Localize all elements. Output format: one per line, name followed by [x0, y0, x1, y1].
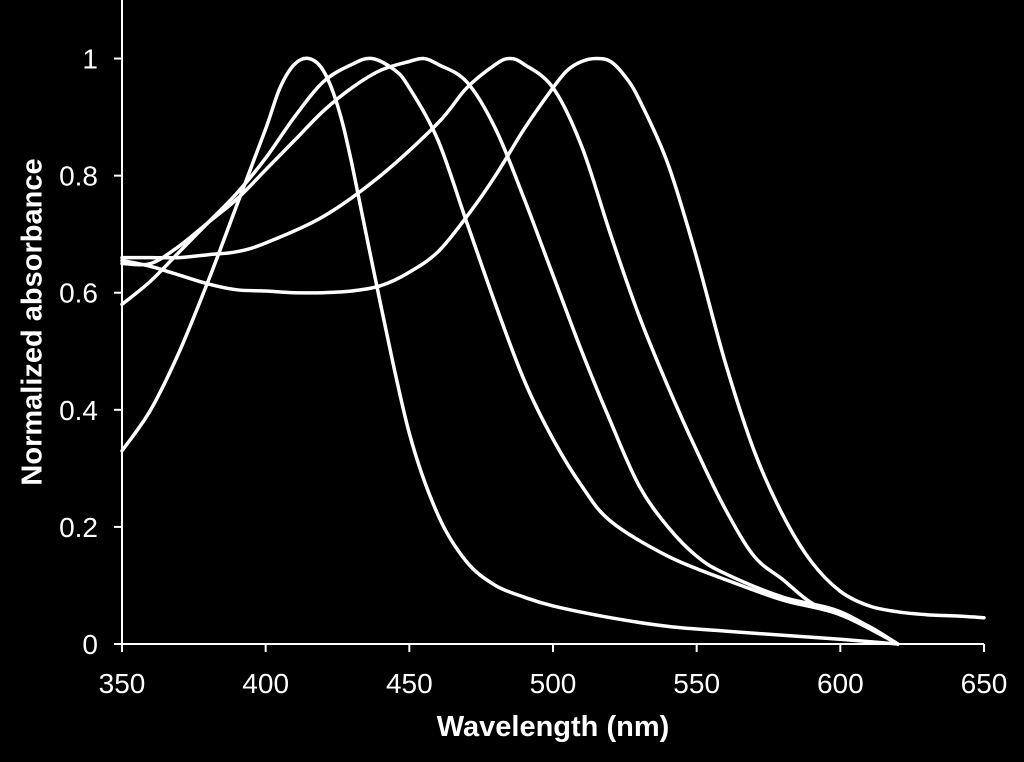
x-tick-label: 550: [673, 668, 720, 699]
y-tick-label: 1: [82, 44, 98, 75]
x-tick-label: 500: [530, 668, 577, 699]
x-axis-title: Wavelength (nm): [437, 711, 670, 743]
series-layer: [120, 56, 986, 646]
series-line-1: [120, 56, 900, 646]
y-tick-label: 0.6: [59, 278, 98, 309]
y-tick-label: 0: [82, 629, 98, 660]
ticks-layer: 350 400 450 500 550 600 650 0 0.2 0.4 0.6 0.8 1: [59, 44, 1007, 699]
x-tick-label: 450: [386, 668, 433, 699]
y-tick-label: 0.8: [59, 161, 98, 192]
x-tick-label: 350: [99, 668, 146, 699]
x-tick-label: 400: [242, 668, 289, 699]
series-line-4: [120, 56, 900, 646]
x-tick-label: 650: [961, 668, 1008, 699]
y-tick-label: 0.4: [59, 395, 98, 426]
series-line-2: [120, 56, 900, 646]
series-line-3: [120, 56, 900, 646]
series-line-5: [120, 56, 986, 620]
x-tick-label: 600: [817, 668, 864, 699]
y-axis-title: Normalized absorbance: [17, 158, 49, 485]
y-tick-label: 0.2: [59, 512, 98, 543]
